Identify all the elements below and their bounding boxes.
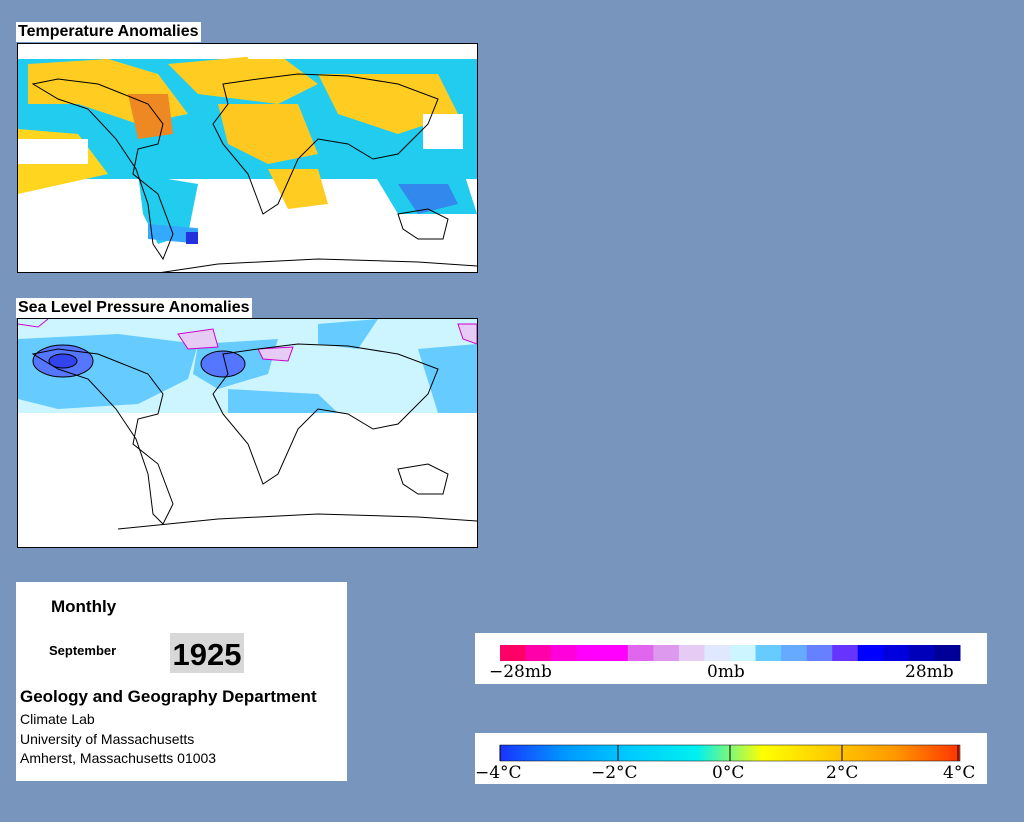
temperature-label-minus2: −2°C xyxy=(591,763,638,783)
pressure-swatch xyxy=(678,645,705,661)
lab-name: Climate Lab xyxy=(20,711,95,727)
pressure-anomaly-field xyxy=(18,319,477,413)
pressure-label-max: 28mb xyxy=(905,662,954,682)
pressure-swatch xyxy=(602,645,629,661)
info-panel: Monthly September 1925 Geology and Geogr… xyxy=(16,582,347,781)
department-name: Geology and Geography Department xyxy=(20,687,317,706)
coastlines xyxy=(31,343,477,530)
pressure-swatch xyxy=(908,645,935,661)
pressure-label-zero: 0mb xyxy=(707,662,745,682)
pressure-swatch xyxy=(576,645,603,661)
coastlines xyxy=(31,73,477,272)
temperature-anomaly-map xyxy=(17,43,478,273)
temperature-label-plus4: 4°C xyxy=(943,763,975,783)
pressure-colorbar xyxy=(500,645,961,661)
university-name: University of Massachusetts xyxy=(20,731,195,747)
pressure-swatch xyxy=(883,645,910,661)
pressure-swatch xyxy=(653,645,680,661)
frequency-label: Monthly xyxy=(51,597,117,616)
pressure-swatch xyxy=(500,645,527,661)
pressure-map-title: Sea Level Pressure Anomalies xyxy=(16,298,252,318)
temperature-anomaly-field xyxy=(18,44,477,272)
pressure-swatch xyxy=(730,645,757,661)
pressure-swatch xyxy=(755,645,782,661)
pressure-swatch xyxy=(704,645,731,661)
temperature-legend: −4°C −2°C 0°C 2°C 4°C xyxy=(475,733,987,784)
year-label: 1925 xyxy=(170,633,244,673)
pressure-legend: −28mb 0mb 28mb xyxy=(475,633,987,684)
pressure-swatch xyxy=(934,645,961,661)
pressure-swatch xyxy=(857,645,884,661)
pressure-swatch xyxy=(806,645,833,661)
pressure-swatch xyxy=(781,645,808,661)
temperature-map-title: Temperature Anomalies xyxy=(16,22,201,42)
pressure-anomaly-map xyxy=(17,318,478,548)
temperature-label-minus4: −4°C xyxy=(475,763,522,783)
pressure-swatch xyxy=(525,645,552,661)
pressure-swatch xyxy=(627,645,654,661)
address: Amherst, Massachusetts 01003 xyxy=(20,750,217,766)
month-label: September xyxy=(49,643,117,658)
pressure-swatch xyxy=(832,645,859,661)
pressure-swatch xyxy=(551,645,578,661)
temperature-label-zero: 0°C xyxy=(712,763,744,783)
pressure-label-min: −28mb xyxy=(489,662,552,682)
temperature-ticks xyxy=(499,745,959,761)
temperature-label-plus2: 2°C xyxy=(826,763,858,783)
